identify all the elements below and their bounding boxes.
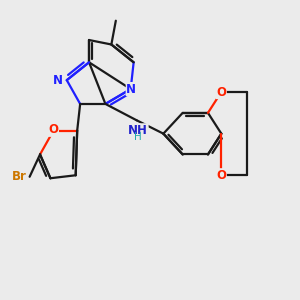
Text: Br: Br: [12, 170, 27, 183]
Text: O: O: [48, 123, 59, 136]
Text: O: O: [216, 169, 226, 182]
Text: NH: NH: [128, 124, 148, 137]
Text: N: N: [126, 82, 136, 96]
Text: H: H: [134, 132, 142, 142]
Text: O: O: [216, 85, 226, 98]
Text: N: N: [53, 74, 63, 87]
